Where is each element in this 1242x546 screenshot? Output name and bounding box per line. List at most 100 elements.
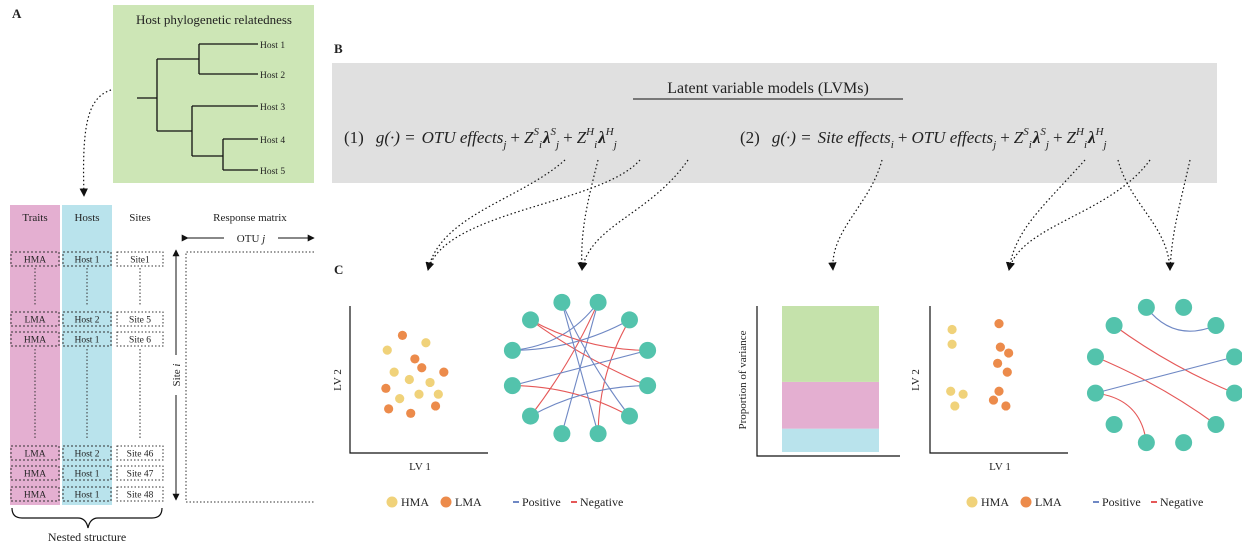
- arrow-eq2-site-effects-to-variance: [828, 159, 883, 271]
- nested-cell-box: [10, 465, 60, 481]
- lma-point: [410, 354, 420, 364]
- nested-cell-box: [62, 445, 112, 461]
- equation-1: (1) g(·) = OTU effectsj + ZSiλSj + ZHiλHj: [344, 126, 617, 151]
- arrow-eq2-site-to-network: [1117, 159, 1174, 271]
- lma-point: [430, 401, 441, 411]
- network-node: [639, 377, 657, 395]
- network-node: [1175, 298, 1193, 316]
- network-node: [1105, 317, 1123, 335]
- hma-point: [404, 374, 414, 385]
- lma-point: [1001, 401, 1011, 411]
- arrow-eq1-host-to-ordination: [426, 159, 641, 271]
- network-node: [1207, 317, 1225, 335]
- nested-cell-trait: LMA: [24, 450, 45, 460]
- network-node: [503, 341, 521, 359]
- nested-structure-brace: [11, 507, 163, 529]
- hosts-header: Hosts: [74, 212, 99, 224]
- phylogeny-box: [113, 5, 314, 183]
- traits-column: [10, 205, 60, 505]
- positive-edge: [561, 302, 630, 417]
- hma-point: [382, 345, 392, 355]
- ordination-1-points: [381, 330, 449, 418]
- negative-edge: [512, 385, 630, 417]
- nested-cell-box: [116, 486, 164, 502]
- hma-point: [395, 394, 405, 404]
- otu-axis: OTU j: [181, 233, 315, 245]
- hma-point: [421, 338, 431, 348]
- nested-cell-host: Host 1: [74, 336, 99, 346]
- panel-label-a: A: [12, 6, 22, 21]
- positive-edge: [512, 301, 599, 351]
- positive-edge: [561, 302, 599, 434]
- ordination-2-axes: [929, 306, 1068, 454]
- nested-structure-caption: Nested structure: [48, 530, 126, 544]
- lma-point: [384, 404, 394, 414]
- legend-lma-dot: [1020, 496, 1032, 508]
- legend-hma-label: HMA: [981, 495, 1009, 509]
- network-node: [1137, 434, 1155, 452]
- tip-host-5: Host 5: [260, 167, 285, 177]
- hma-point: [414, 389, 424, 399]
- negative-edge: [530, 302, 599, 417]
- ordination-plot-1: LV 1 LV 2: [332, 306, 488, 473]
- negative-edge: [530, 319, 648, 351]
- hma-point: [389, 367, 399, 377]
- tip-host-3: Host 3: [260, 103, 285, 113]
- nested-cell-site: Site 5: [129, 316, 151, 326]
- legend-positive-label: Positive: [1102, 495, 1141, 509]
- nested-cell-box: [62, 311, 112, 327]
- legend-positive-label: Positive: [522, 495, 561, 509]
- tip-host-1: Host 1: [260, 41, 285, 51]
- network-node: [620, 407, 638, 425]
- negative-edge: [1095, 392, 1147, 443]
- nested-cell-site: Site 47: [127, 470, 154, 480]
- lvm-box: [332, 63, 1217, 183]
- nested-cell-host: Host 2: [74, 450, 99, 460]
- ordination-2-ylabel: LV 2: [910, 369, 922, 391]
- arrow-eq1-site-to-ordination: [425, 159, 566, 271]
- hma-point: [433, 389, 443, 399]
- nested-cell-box: [116, 311, 164, 327]
- phylogeny-to-hosts-arrow: [79, 89, 112, 197]
- nested-cell-box: [10, 445, 60, 461]
- equation-arrows: [425, 159, 1191, 271]
- phylogenetic-tree: [137, 43, 258, 171]
- positive-edge: [1145, 307, 1217, 332]
- network-node: [1086, 384, 1104, 402]
- association-network-1: [503, 293, 657, 443]
- ordination-1-ylabel: LV 2: [332, 369, 344, 391]
- nested-cell-host: Host 1: [74, 256, 99, 266]
- ordination-1-axes: [349, 306, 488, 454]
- legend-hma-label: HMA: [401, 495, 429, 509]
- site-axis-label: Site i: [171, 364, 183, 387]
- otu-axis-label: OTU j: [237, 233, 265, 245]
- nested-cell-trait: HMA: [24, 336, 46, 346]
- nested-structure: Traits Hosts Sites Response matrix HMA Ho…: [10, 205, 315, 544]
- nested-cell-box: [10, 486, 60, 502]
- nested-cell-box: [10, 331, 60, 347]
- hma-point: [950, 401, 960, 411]
- ordination-2-points: [946, 319, 1014, 411]
- network-node: [522, 407, 540, 425]
- nested-cell-box: [116, 445, 164, 461]
- legend-negative-label: Negative: [580, 495, 623, 509]
- nested-cell-host: Host 1: [74, 491, 99, 501]
- lma-point: [988, 395, 999, 405]
- nested-cell-site: Site1: [130, 256, 150, 266]
- negative-edge: [1113, 325, 1235, 394]
- hma-point: [947, 339, 957, 349]
- legend-1: HMA LMA Positive Negative: [386, 495, 623, 509]
- lma-point: [397, 330, 408, 340]
- nested-cell-box: [62, 465, 112, 481]
- network-node: [1226, 348, 1242, 366]
- variance-ylabel: Proportion of variance: [737, 330, 749, 429]
- legend-lma-label: LMA: [1035, 495, 1062, 509]
- nested-cell-box: [116, 465, 164, 481]
- variance-segment: [782, 306, 879, 382]
- network-node: [589, 425, 607, 443]
- nested-cell-host: Host 2: [74, 316, 99, 326]
- hma-point: [425, 377, 435, 388]
- lma-point: [439, 367, 449, 377]
- lma-point: [381, 383, 391, 393]
